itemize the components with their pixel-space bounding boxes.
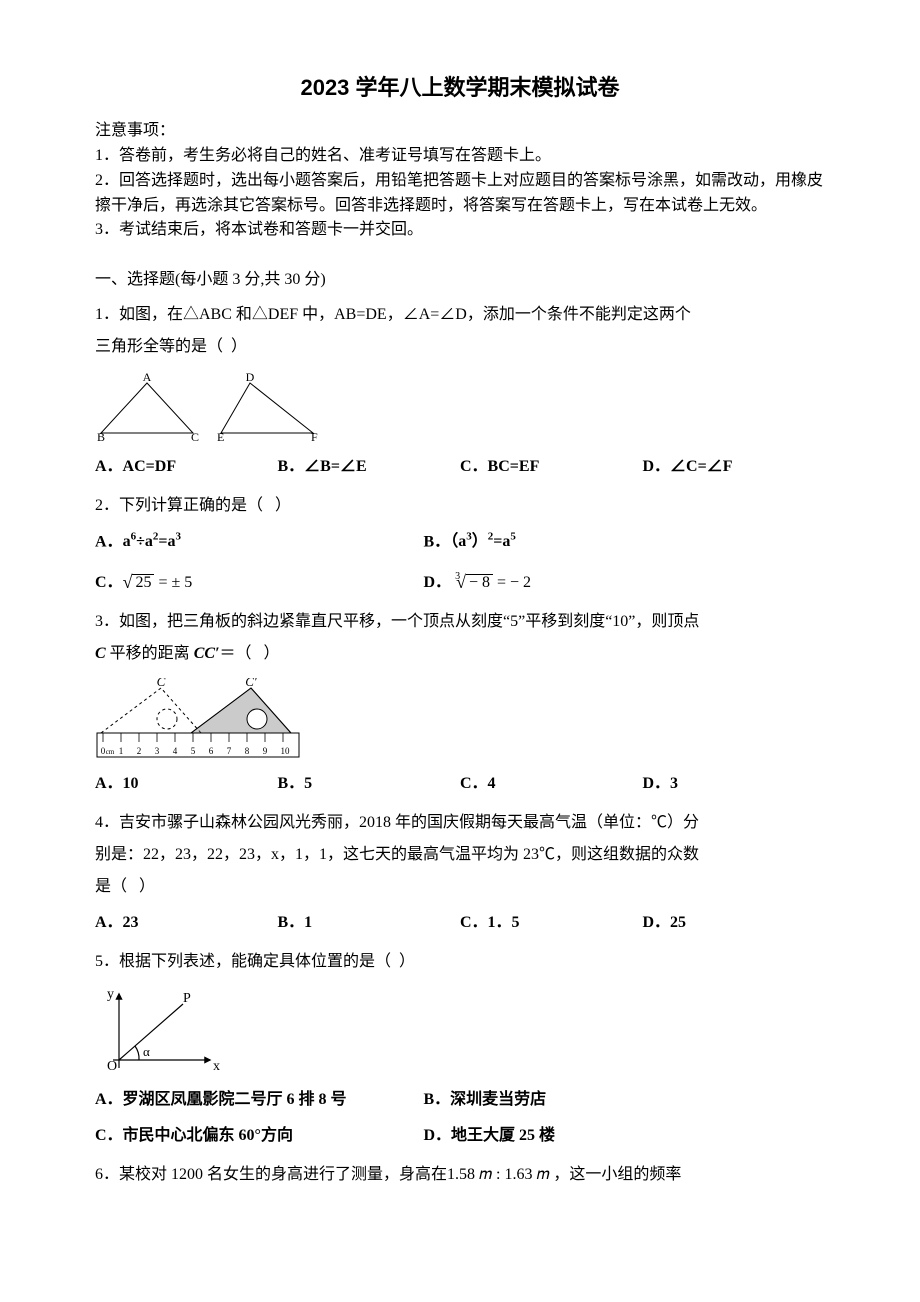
notice-item-3: 3．考试结束后，将本试卷和答题卡一并交回。 bbox=[95, 218, 825, 243]
q2-opt-b-pre: B． bbox=[424, 533, 451, 550]
q2-options-row1: A．a6÷a2=a3 B．（a3）2=a5 bbox=[95, 528, 825, 557]
q4-stem-line1: 4．吉安市骡子山森林公园风光秀丽，2018 年的国庆假期每天最高气温（单位：℃）… bbox=[95, 807, 825, 839]
question-4: 4．吉安市骡子山森林公园风光秀丽，2018 年的国庆假期每天最高气温（单位：℃）… bbox=[95, 807, 825, 938]
q3-unit-label: cm bbox=[106, 748, 115, 756]
q3-options: A．10 B．5 C．4 D．3 bbox=[95, 770, 825, 799]
q3-opt-b: B．5 bbox=[278, 775, 313, 792]
section-1-heading: 一、选择题(每小题 3 分,共 30 分) bbox=[95, 265, 825, 289]
q1-stem-line2: 三角形全等的是（ ） bbox=[95, 331, 825, 363]
q3-label-cprime: C′ bbox=[245, 678, 257, 689]
q3-tick-5: 5 bbox=[191, 746, 196, 756]
q5-label-p: P bbox=[183, 991, 191, 1006]
q3-opt-d: D．3 bbox=[643, 775, 679, 792]
q1-stem-line1: 1．如图，在△ABC 和△DEF 中，AB=DE，∠A=∠D，添加一个条件不能判… bbox=[95, 299, 825, 331]
q3-tick-4: 4 bbox=[173, 746, 178, 756]
q1-label-A: A bbox=[143, 371, 152, 384]
q1-opt-b: B．∠B=∠E bbox=[278, 458, 367, 475]
q3-tick-3: 3 bbox=[155, 746, 160, 756]
q5-opt-c: C．市民中心北偏东 60°方向 bbox=[95, 1127, 293, 1144]
q5-options-row1: A．罗湖区凤凰影院二号厅 6 排 8 号 B．深圳麦当劳店 bbox=[95, 1086, 825, 1115]
q4-stem-line2: 别是：22，23，22，23，x，1，1，这七天的最高气温平均为 23℃，则这组… bbox=[95, 839, 825, 871]
q5-stem: 5．根据下列表述，能确定具体位置的是（ ） bbox=[95, 946, 825, 978]
q4-opt-d: D．25 bbox=[643, 914, 687, 931]
question-5: 5．根据下列表述，能确定具体位置的是（ ） y x O P α bbox=[95, 946, 825, 1152]
q5-opt-d: D．地王大厦 25 楼 bbox=[424, 1127, 556, 1144]
q4-opt-b: B．1 bbox=[278, 914, 313, 931]
q1-label-D: D bbox=[246, 371, 255, 384]
q5-label-x: x bbox=[213, 1059, 220, 1074]
q3-tick-6: 6 bbox=[209, 746, 214, 756]
q3-var-cc: CC′ bbox=[194, 645, 220, 662]
notice-heading: 注意事项： bbox=[95, 116, 825, 140]
q3-figure: C C′ 0 cm 1 2 3 4 5 6 7 8 9 bbox=[95, 678, 825, 760]
q1-opt-d: D．∠C=∠F bbox=[643, 458, 733, 475]
q5-opt-b: B．深圳麦当劳店 bbox=[424, 1091, 547, 1108]
q2-opt-d-rhs: = − 2 bbox=[497, 574, 531, 591]
exam-title: 2023 学年八上数学期末模拟试卷 bbox=[95, 70, 825, 102]
q2-opt-d-pre: D． bbox=[424, 574, 452, 591]
q3-label-c: C bbox=[157, 678, 166, 689]
q5-options-row2: C．市民中心北偏东 60°方向 D．地王大厦 25 楼 bbox=[95, 1122, 825, 1151]
q3-tick-7: 7 bbox=[227, 746, 232, 756]
q2-opt-a-pre: A． bbox=[95, 533, 123, 550]
q4-stem-line3: 是（ ） bbox=[95, 871, 825, 903]
notice-item-2: 2．回答选择题时，选出每小题答案后，用铅笔把答题卡上对应题目的答案标号涂黑，如需… bbox=[95, 169, 825, 219]
notice-item-1: 1．答卷前，考生务必将自己的姓名、准考证号填写在答题卡上。 bbox=[95, 144, 825, 169]
q2-stem: 2．下列计算正确的是（ ） bbox=[95, 490, 825, 522]
question-2: 2．下列计算正确的是（ ） A．a6÷a2=a3 B．（a3）2=a5 C．√2… bbox=[95, 490, 825, 598]
q6-stem: 6．某校对 1200 名女生的身高进行了测量，身高在1.58 𝑚 : 1.63 … bbox=[95, 1159, 825, 1191]
question-6: 6．某校对 1200 名女生的身高进行了测量，身高在1.58 𝑚 : 1.63 … bbox=[95, 1159, 825, 1191]
q2-opt-a-expr: a6÷a2=a3 bbox=[123, 533, 181, 550]
q4-opt-c: C．1．5 bbox=[460, 914, 520, 931]
q3-stem-line2: C 平移的距离 CC′＝（ ） bbox=[95, 638, 825, 670]
q1-opt-c: C．BC=EF bbox=[460, 458, 539, 475]
q1-label-B: B bbox=[97, 430, 105, 443]
q4-options: A．23 B．1 C．1．5 D．25 bbox=[95, 909, 825, 938]
q2-opt-c-radicand: 25 bbox=[132, 574, 154, 591]
question-1: 1．如图，在△ABC 和△DEF 中，AB=DE，∠A=∠D，添加一个条件不能判… bbox=[95, 299, 825, 482]
q3-tick-2: 2 bbox=[137, 746, 142, 756]
q2-opt-d-radicand: − 8 bbox=[466, 574, 493, 591]
q1-options: A．AC=DF B．∠B=∠E C．BC=EF D．∠C=∠F bbox=[95, 453, 825, 482]
q3-tick-8: 8 bbox=[245, 746, 250, 756]
q1-label-C: C bbox=[191, 430, 199, 443]
q3-opt-c: C．4 bbox=[460, 775, 496, 792]
q1-label-F: F bbox=[311, 430, 318, 443]
q3-var-c: C bbox=[95, 645, 106, 662]
q5-opt-a: A．罗湖区凤凰影院二号厅 6 排 8 号 bbox=[95, 1091, 347, 1108]
q5-label-alpha: α bbox=[143, 1044, 150, 1059]
q5-figure: y x O P α bbox=[95, 986, 825, 1076]
q2-opt-c-rhs: = ± 5 bbox=[158, 574, 192, 591]
q3-tick-9: 9 bbox=[263, 746, 268, 756]
q2-opt-c-pre: C． bbox=[95, 574, 123, 591]
page: 2023 学年八上数学期末模拟试卷 注意事项： 1．答卷前，考生务必将自己的姓名… bbox=[0, 0, 920, 1302]
q3-tick-1: 1 bbox=[119, 746, 124, 756]
q2-options-row2: C．√25 = ± 5 D．3√− 8 = − 2 bbox=[95, 565, 825, 598]
q2-opt-b-expr: （a3）2=a5 bbox=[450, 533, 516, 550]
q3-tick-10: 10 bbox=[281, 746, 291, 756]
q3-stem-line1: 3．如图，把三角板的斜边紧靠直尺平移，一个顶点从刻度“5”平移到刻度“10”，则… bbox=[95, 606, 825, 638]
q5-label-o: O bbox=[107, 1059, 117, 1074]
q5-label-y: y bbox=[107, 987, 114, 1002]
q1-opt-a: A．AC=DF bbox=[95, 458, 176, 475]
q3-opt-a: A．10 bbox=[95, 775, 139, 792]
q1-figure: A B C D E F bbox=[95, 371, 825, 443]
q4-opt-a: A．23 bbox=[95, 914, 139, 931]
q1-label-E: E bbox=[217, 430, 224, 443]
question-3: 3．如图，把三角板的斜边紧靠直尺平移，一个顶点从刻度“5”平移到刻度“10”，则… bbox=[95, 606, 825, 799]
